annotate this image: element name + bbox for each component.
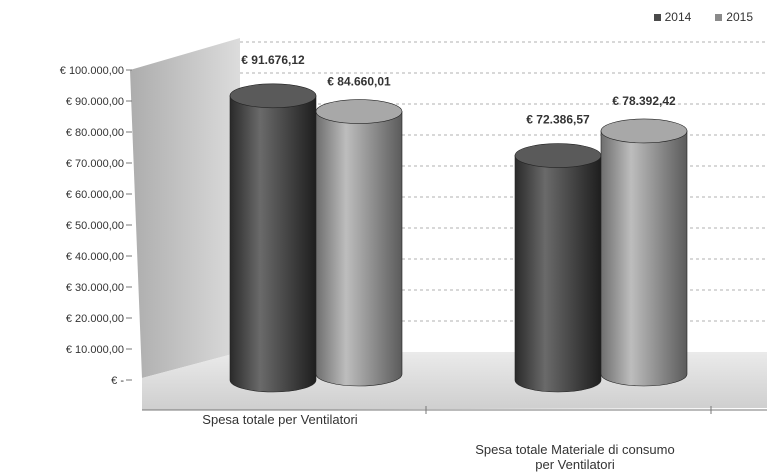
bar-2015-0 bbox=[315, 111, 403, 387]
y-tick-label: € 50.000,00 bbox=[66, 220, 124, 232]
data-label-2014-0: € 91.676,12 bbox=[241, 53, 305, 67]
category-label-0: Spesa totale per Ventilatori bbox=[202, 412, 358, 427]
y-tick-label: € 80.000,00 bbox=[66, 127, 124, 139]
bar-cap-2014-0 bbox=[229, 83, 317, 109]
legend-swatch-2014 bbox=[653, 13, 661, 21]
y-tick-label: € 40.000,00 bbox=[66, 251, 124, 263]
legend-swatch-2015 bbox=[715, 13, 723, 21]
legend-label-2015: 2015 bbox=[726, 10, 753, 24]
y-tick-label: € 100.000,00 bbox=[60, 65, 124, 77]
y-tick-label: € 10.000,00 bbox=[66, 344, 124, 356]
category-label-1: Spesa totale Materiale di consumo per Ve… bbox=[475, 442, 675, 472]
data-label-2014-1: € 72.386,57 bbox=[526, 113, 590, 127]
data-labels: € 91.676,12 € 84.660,01 € 72.386,57 € 78.39… bbox=[241, 53, 676, 127]
data-label-2015-0: € 84.660,01 bbox=[327, 75, 391, 89]
bar-cap-2015-1 bbox=[600, 118, 688, 144]
bar-2014-1 bbox=[514, 155, 602, 393]
y-tick-label: € 60.000,00 bbox=[66, 189, 124, 201]
y-axis: € - € 10.000,00 € 20.000,00 € 30.000,00 € 40… bbox=[60, 65, 132, 387]
y-tick-label: € 20.000,00 bbox=[66, 313, 124, 325]
y-tick-label: € 30.000,00 bbox=[66, 282, 124, 294]
data-label-2015-1: € 78.392,42 bbox=[612, 94, 676, 108]
bar-2015-1 bbox=[600, 130, 688, 387]
legend-label-2014: 2014 bbox=[664, 10, 692, 24]
chart-side-wall bbox=[130, 38, 240, 378]
y-tick-label: € - bbox=[111, 375, 124, 387]
legend: 2014 2015 bbox=[653, 10, 753, 24]
y-tick-label: € 90.000,00 bbox=[66, 96, 124, 108]
y-tick-label: € 70.000,00 bbox=[66, 158, 124, 170]
legend-item-2014: 2014 bbox=[653, 10, 692, 24]
bars bbox=[229, 83, 712, 414]
bar-2014-0 bbox=[229, 95, 317, 393]
legend-item-2015: 2015 bbox=[715, 10, 753, 24]
bar-cap-2014-1 bbox=[514, 143, 602, 168]
bar-cap-2015-0 bbox=[315, 99, 403, 124]
